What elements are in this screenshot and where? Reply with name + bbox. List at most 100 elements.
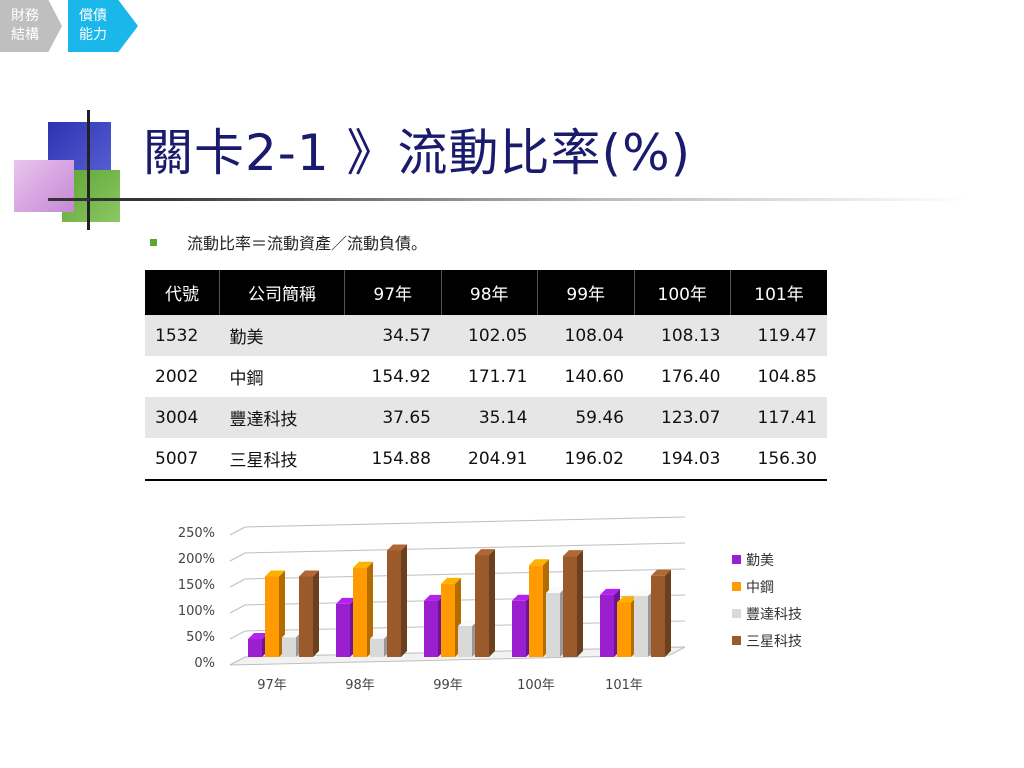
table-row: 5007 三星科技 154.88 204.91 196.02 194.03 15… [145,438,827,481]
cell-value: 154.88 [344,438,441,481]
bullet-square-icon [150,239,157,246]
bar-top [336,597,356,604]
cell-company: 豐達科技 [219,397,345,438]
y-tick-label: 50% [186,630,215,645]
cell-value: 176.40 [634,356,731,397]
gridline [244,516,686,528]
bar-top [424,594,444,601]
bar-top [441,577,461,584]
header-year-100: 100年 [634,270,731,315]
breadcrumb-label-line2: 結構 [11,27,39,43]
decor-vertical-line [87,110,90,230]
cell-value: 171.71 [441,356,538,397]
bar-top [282,631,302,638]
cell-code: 1532 [145,315,220,356]
table-header-row: 代號 公司簡稱 97年 98年 99年 100年 101年 [145,270,827,315]
bar-top [512,594,532,601]
y-tick-label: 250% [178,526,215,541]
current-ratio-chart: 0% 50% 100% 150% 200% 250% 97年 98年 99年 100年 101年 勤美… [178,516,802,693]
table-row: 1532 勤美 34.57 102.05 108.04 108.13 119.4… [145,315,827,356]
bar-top [634,589,654,596]
bar [353,567,367,657]
bar-side [401,544,407,657]
bar [458,626,472,657]
breadcrumb-item-financial-structure[interactable]: 財務 結構 [0,0,62,52]
bar [299,576,313,657]
bar-top [248,633,268,640]
header-company: 公司簡稱 [219,270,345,315]
y-tick-label: 100% [178,604,215,619]
bar [265,576,279,657]
legend-label: 豐達科技 [746,607,802,623]
header-year-101: 101年 [730,270,827,315]
bar [441,583,455,657]
bar-side [665,569,671,657]
cell-value: 104.85 [730,356,827,397]
cell-value: 35.14 [441,397,538,438]
cell-value: 194.03 [634,438,731,481]
bar [370,638,384,657]
gridline-side [229,604,246,614]
cell-value: 123.07 [634,397,731,438]
cell-value: 102.05 [441,315,538,356]
bar-top [529,559,549,566]
bar-top [265,570,285,577]
breadcrumb-label-line1: 償債 [79,8,107,24]
gridline-side [229,526,246,536]
x-tick-label: 100年 [517,678,555,693]
bar-side [489,549,495,657]
table-row: 3004 豐達科技 37.65 35.14 59.46 123.07 117.4… [145,397,827,438]
bar [563,556,577,657]
breadcrumb-item-solvency[interactable]: 償債 能力 [68,0,138,52]
x-tick-label: 97年 [257,678,287,693]
y-tick-label: 0% [194,656,215,671]
cell-value: 154.92 [344,356,441,397]
bar-top [353,561,373,568]
cell-code: 5007 [145,438,220,481]
cell-value: 108.13 [634,315,731,356]
bar-side [279,570,285,657]
bar-top [370,632,390,639]
bar-side [367,561,373,657]
cell-value: 156.30 [730,438,827,481]
legend-label: 勤美 [746,553,774,569]
cell-company: 中鋼 [219,356,345,397]
cell-company: 三星科技 [219,438,345,481]
bar-top [617,596,637,603]
y-tick-label: 150% [178,578,215,593]
breadcrumb-label-line2: 能力 [79,27,107,43]
bar [336,603,350,657]
bar [282,637,296,657]
bar-side [313,570,319,657]
breadcrumb-label-line1: 財務 [11,8,39,24]
bar-top [299,570,319,577]
header-code: 代號 [145,270,220,315]
header-year-97: 97年 [344,270,442,315]
bar-top [651,569,671,576]
bullet-point: 流動比率＝流動資產／流動負債。 [150,230,427,254]
bullet-text: 流動比率＝流動資產／流動負債。 [187,234,428,253]
cell-value: 140.60 [537,356,634,397]
cell-value: 59.46 [537,397,634,438]
bar [475,555,489,657]
page-title: 關卡2-1 》流動比率(%) [143,124,692,182]
bar-top [475,549,495,556]
legend-swatch [732,582,741,591]
bar [512,600,526,657]
bar [546,593,560,657]
bar [248,639,262,657]
legend-swatch [732,609,741,618]
legend-swatch [732,555,741,564]
gridline-side [229,630,246,640]
bar [529,565,543,657]
gridline-side [229,578,246,588]
gridline-side [229,552,246,562]
bar [424,600,438,657]
bar-top [458,620,478,627]
y-tick-label: 200% [178,552,215,567]
table-row: 2002 中鋼 154.92 171.71 140.60 176.40 104.… [145,356,827,397]
x-tick-label: 98年 [345,678,375,693]
legend-swatch [732,636,741,645]
x-tick-label: 101年 [605,678,643,693]
title-decoration [0,105,968,230]
